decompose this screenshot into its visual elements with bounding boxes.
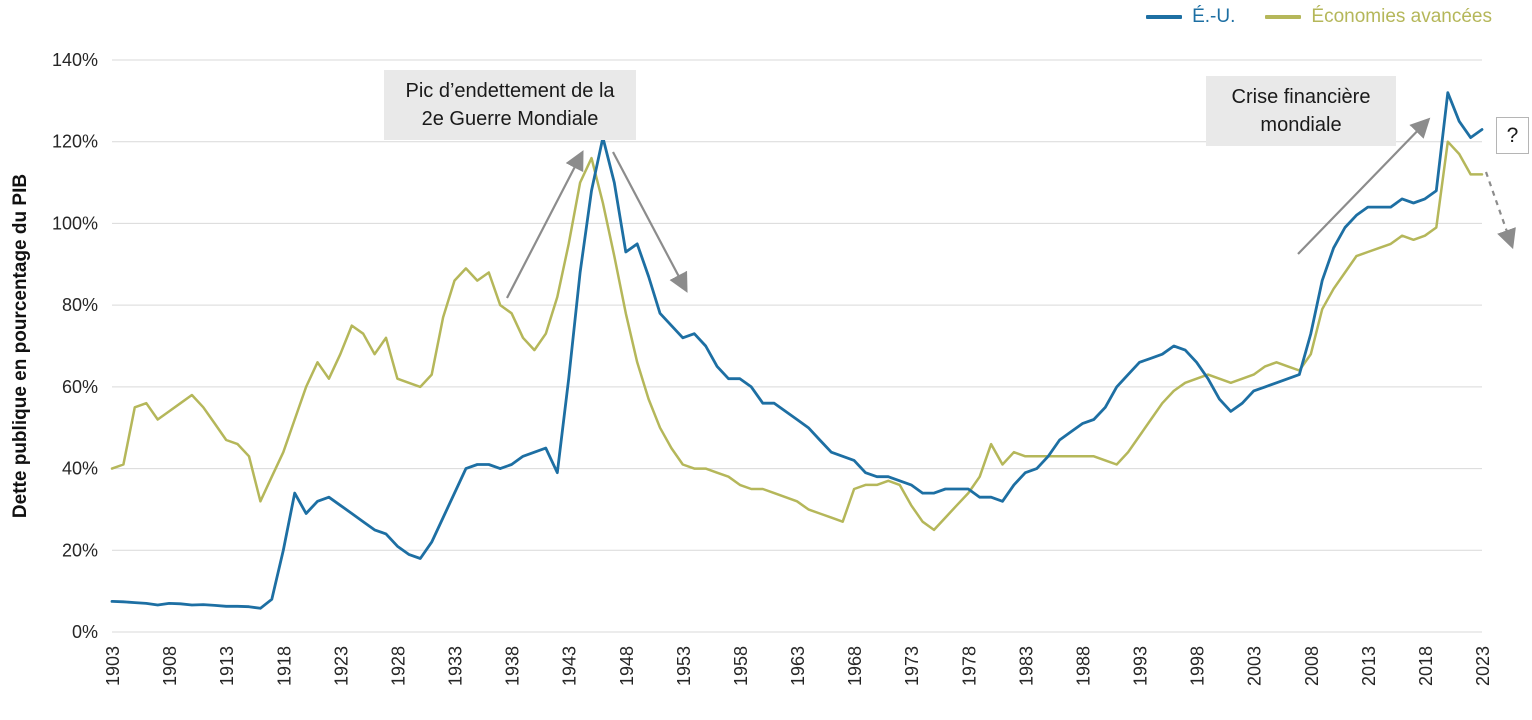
advanced-economies-line-swatch-icon xyxy=(1265,15,1302,19)
y-tick-label: 140% xyxy=(52,50,98,70)
gridlines xyxy=(112,59,1482,633)
y-tick-label: 0% xyxy=(72,622,98,642)
y-tick-label: 20% xyxy=(62,540,98,560)
y-tick-label: 80% xyxy=(62,295,98,315)
x-tick-label: 1943 xyxy=(560,646,580,686)
x-tick-label: 1928 xyxy=(388,646,408,686)
y-axis-labels: 0% 20% 40% 60% 80% 100% 120% 140% xyxy=(52,50,98,642)
x-tick-label: 1958 xyxy=(731,646,751,686)
x-axis-labels: 1903 1908 1913 1918 1923 1928 1933 1938 1943 1948… xyxy=(103,646,1493,686)
chart-legend: É.-U. Économies avancées xyxy=(1146,6,1492,28)
us-line xyxy=(110,91,1484,610)
x-tick-label: 1948 xyxy=(617,646,637,686)
x-tick-label: 2003 xyxy=(1245,646,1265,686)
us-line-swatch-icon xyxy=(1146,15,1183,19)
legend-item-us: É.-U. xyxy=(1146,6,1235,28)
x-tick-label: 1993 xyxy=(1131,646,1151,686)
x-tick-label: 1998 xyxy=(1188,646,1208,686)
annotation-ww2-debt-peak: Pic d’endettement de la 2e Guerre Mondia… xyxy=(384,70,636,140)
annotation-arrows xyxy=(506,117,1516,299)
legend-label-us: É.-U. xyxy=(1192,6,1236,27)
ww2-rise-arrow-icon xyxy=(506,150,584,299)
x-tick-label: 1973 xyxy=(902,646,922,686)
y-tick-label: 120% xyxy=(52,132,98,152)
x-tick-label: 1983 xyxy=(1016,646,1036,686)
x-tick-label: 2018 xyxy=(1416,646,1436,686)
x-tick-label: 1963 xyxy=(788,646,808,686)
x-tick-label: 1988 xyxy=(1073,646,1093,686)
advanced-economies-line xyxy=(110,140,1484,532)
y-tick-label: 40% xyxy=(62,459,98,479)
uncertainty-dashed-arrow-icon xyxy=(1484,171,1516,250)
x-tick-label: 1953 xyxy=(674,646,694,686)
x-tick-label: 1903 xyxy=(103,646,123,686)
y-tick-label: 60% xyxy=(62,377,98,397)
x-tick-label: 1968 xyxy=(845,646,865,686)
gfc-arrow-icon xyxy=(1297,117,1431,255)
y-axis-title: Dette publique en pourcentage du PIB xyxy=(10,174,31,518)
legend-item-advanced-economies: Économies avancées xyxy=(1265,6,1492,28)
x-tick-label: 1933 xyxy=(446,646,466,686)
question-mark-label: ? xyxy=(1496,117,1529,154)
x-tick-label: 1978 xyxy=(959,646,979,686)
x-tick-label: 1913 xyxy=(217,646,237,686)
data-lines xyxy=(110,91,1484,610)
ww2-fall-arrow-icon xyxy=(612,151,688,293)
x-tick-label: 1938 xyxy=(503,646,523,686)
x-tick-label: 2023 xyxy=(1473,646,1493,686)
x-tick-label: 1923 xyxy=(331,646,351,686)
y-tick-label: 100% xyxy=(52,213,98,233)
annotation-global-financial-crisis: Crise financière mondiale xyxy=(1206,76,1396,146)
x-tick-label: 1908 xyxy=(160,646,180,686)
x-tick-label: 2013 xyxy=(1359,646,1379,686)
x-tick-label: 1918 xyxy=(274,646,294,686)
x-tick-label: 2008 xyxy=(1302,646,1322,686)
legend-label-advanced-economies: Économies avancées xyxy=(1311,6,1492,27)
